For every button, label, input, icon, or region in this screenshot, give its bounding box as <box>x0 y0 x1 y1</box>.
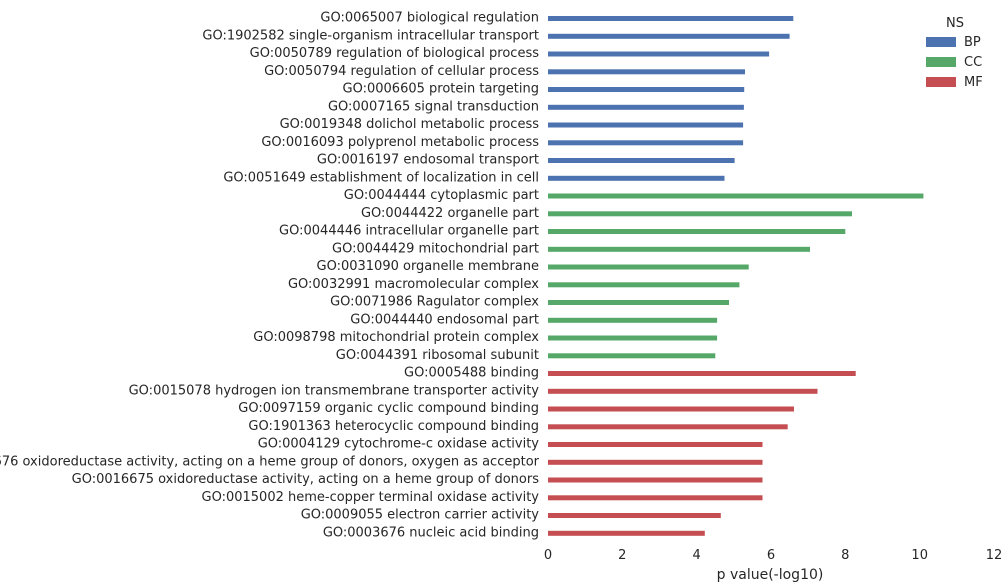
category-label: GO:0016197 endosomal transport <box>317 153 539 168</box>
bar-mf-6 <box>548 477 763 483</box>
category-label: GO:0016675 oxidoreductase activity, acti… <box>72 472 540 487</box>
x-tick-label: 2 <box>618 548 626 563</box>
x-tick-label: 0 <box>544 548 552 563</box>
category-label: GO:0006605 protein targeting <box>343 82 539 97</box>
category-label: GO:0065007 biological regulation <box>320 11 539 26</box>
category-label: GO:0050794 regulation of cellular proces… <box>264 64 539 79</box>
bar-cc-5 <box>548 282 740 288</box>
category-label: GO:0016093 polyprenol metabolic process <box>261 135 539 150</box>
category-labels: GO:0065007 biological regulation GO:19025… <box>0 11 540 541</box>
x-axis-label: p value(-log10) <box>717 567 824 583</box>
category-label: GO:0004129 cytochrome-c oxidase activity <box>258 437 540 452</box>
category-label: GO:0007165 signal transduction <box>328 99 539 114</box>
category-label: GO:0019348 dolichol metabolic process <box>280 117 540 132</box>
category-label: GO:0044440 endosomal part <box>350 312 539 327</box>
legend-label-mf: MF <box>964 75 983 90</box>
bar-bp-6 <box>548 122 744 128</box>
bar-cc-4 <box>548 264 749 270</box>
bar-bp-5 <box>548 104 744 110</box>
legend: NS BP CC MF <box>926 16 983 90</box>
x-tick-label: 8 <box>841 548 849 563</box>
bar-mf-5 <box>548 459 763 465</box>
category-label: GO:0015078 hydrogen ion transmembrane tr… <box>129 383 540 398</box>
legend-label-cc: CC <box>964 55 982 70</box>
category-label: GO:0016676 oxidoreductase activity, acti… <box>0 454 540 469</box>
category-label: GO:1901363 heterocyclic compound binding <box>248 419 539 434</box>
x-tick-label: 10 <box>911 548 928 563</box>
bar-mf-4 <box>548 442 763 447</box>
bar-bp-9 <box>548 175 725 181</box>
legend-title: NS <box>946 16 964 31</box>
legend-swatch-mf <box>926 77 956 87</box>
category-label: GO:0044444 cytoplasmic part <box>344 188 539 203</box>
bar-bp-7 <box>548 140 744 146</box>
bar-cc-9 <box>548 353 716 359</box>
x-tick-label: 6 <box>767 548 775 563</box>
bar-bp-8 <box>548 158 735 163</box>
bar-cc-1 <box>548 211 852 217</box>
bar-cc-3 <box>548 246 810 252</box>
bar-mf-3 <box>548 424 788 430</box>
category-label: GO:0044422 organelle part <box>361 206 539 221</box>
bar-cc-6 <box>548 300 729 305</box>
category-label: GO:1902582 single-organism intracellular… <box>202 28 539 43</box>
bar-mf-2 <box>548 406 794 412</box>
x-tick-label: 12 <box>986 548 1003 563</box>
bar-mf-9 <box>548 530 705 536</box>
legend-label-bp: BP <box>964 35 981 50</box>
bar-mf-7 <box>548 495 763 501</box>
category-label: GO:0032991 macromolecular complex <box>288 277 539 292</box>
bar-bp-2 <box>548 51 770 57</box>
category-label: GO:0005488 binding <box>404 366 539 381</box>
bar-bp-4 <box>548 87 745 92</box>
bar-cc-0 <box>548 193 924 199</box>
category-label: GO:0051649 establishment of localization… <box>223 170 539 185</box>
category-label: GO:0031090 organelle membrane <box>317 259 540 274</box>
category-label: GO:0009055 electron carrier activity <box>301 508 540 523</box>
bar-bp-3 <box>548 69 745 75</box>
bars-group <box>548 16 924 536</box>
x-tick-label: 4 <box>693 548 701 563</box>
bar-bp-1 <box>548 33 790 39</box>
category-label: GO:0097159 organic cyclic compound bindi… <box>238 401 539 416</box>
category-label: GO:0015002 heme-copper terminal oxidase … <box>202 490 540 505</box>
bar-mf-8 <box>548 513 721 518</box>
category-label: GO:0044429 mitochondrial part <box>332 241 539 256</box>
category-label: GO:0098798 mitochondrial protein complex <box>253 330 539 345</box>
bar-cc-8 <box>548 335 718 341</box>
legend-swatch-cc <box>926 57 956 67</box>
bar-mf-0 <box>548 371 856 376</box>
bar-mf-1 <box>548 388 818 394</box>
x-axis-ticks: 0 2 4 6 8 10 12 <box>544 548 1002 563</box>
category-label: GO:0044446 intracellular organelle part <box>279 224 539 239</box>
category-label: GO:0044391 ribosomal subunit <box>336 348 539 363</box>
category-label: GO:0050789 regulation of biological proc… <box>250 46 540 61</box>
bar-bp-0 <box>548 16 794 21</box>
legend-swatch-bp <box>926 37 956 47</box>
bar-cc-7 <box>548 317 718 323</box>
bar-cc-2 <box>548 229 846 234</box>
category-label: GO:0003676 nucleic acid binding <box>323 525 539 540</box>
category-label: GO:0071986 Ragulator complex <box>330 295 539 310</box>
